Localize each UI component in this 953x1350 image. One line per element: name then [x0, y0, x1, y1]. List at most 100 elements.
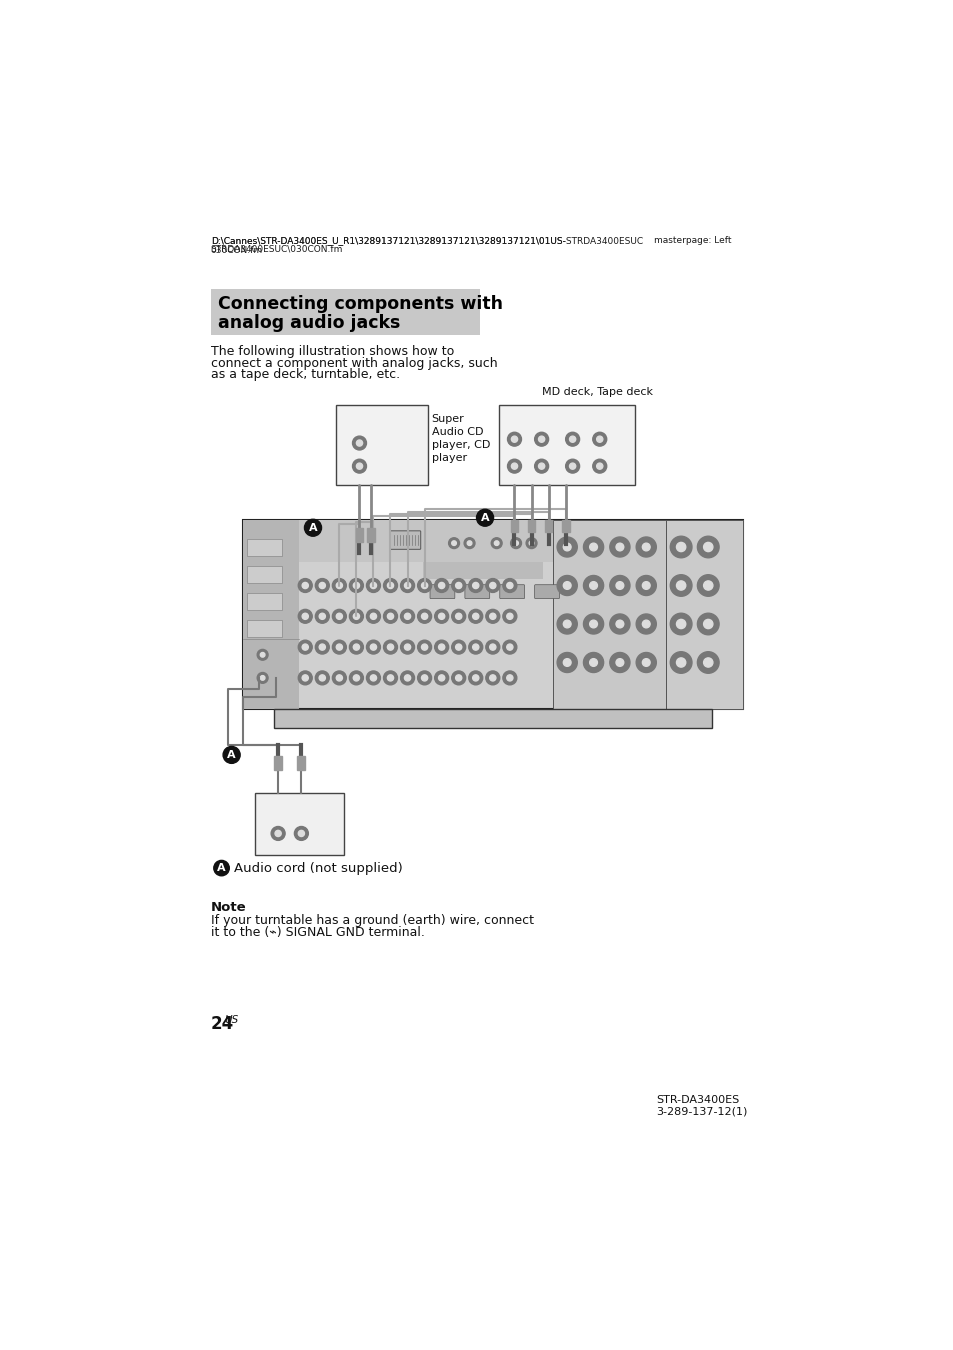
Circle shape	[366, 671, 380, 684]
Circle shape	[468, 579, 482, 593]
Text: R: R	[368, 463, 373, 468]
Circle shape	[609, 652, 629, 672]
Circle shape	[456, 582, 461, 589]
Circle shape	[511, 436, 517, 443]
Circle shape	[456, 675, 461, 680]
Circle shape	[353, 459, 366, 472]
FancyBboxPatch shape	[390, 531, 420, 549]
Circle shape	[298, 640, 312, 653]
Circle shape	[676, 580, 685, 590]
Circle shape	[366, 579, 380, 593]
Circle shape	[438, 582, 444, 589]
Circle shape	[274, 830, 281, 837]
Text: LINE: LINE	[508, 417, 523, 424]
Circle shape	[387, 613, 394, 620]
Circle shape	[676, 657, 685, 667]
Text: Connecting components with: Connecting components with	[217, 296, 502, 313]
Circle shape	[271, 826, 285, 840]
Text: ANTENNA: ANTENNA	[322, 524, 356, 529]
FancyBboxPatch shape	[534, 585, 558, 598]
Circle shape	[485, 609, 499, 624]
Circle shape	[304, 520, 321, 536]
Circle shape	[491, 537, 501, 548]
Circle shape	[529, 541, 534, 545]
Text: ZONE 2: ZONE 2	[537, 701, 559, 706]
Circle shape	[302, 582, 308, 589]
Text: OPTICAL: OPTICAL	[249, 570, 270, 574]
Circle shape	[467, 541, 472, 545]
Circle shape	[670, 536, 691, 558]
Circle shape	[421, 675, 427, 680]
Circle shape	[641, 582, 649, 590]
Text: BD: BD	[467, 701, 476, 706]
Circle shape	[366, 640, 380, 653]
Circle shape	[494, 541, 498, 545]
Circle shape	[435, 640, 448, 653]
Bar	[544, 520, 552, 532]
Text: DVD: DVD	[434, 701, 447, 706]
Circle shape	[417, 609, 431, 624]
Circle shape	[315, 640, 329, 653]
Circle shape	[489, 675, 496, 680]
Text: MD/TAPE: MD/TAPE	[331, 701, 356, 706]
Circle shape	[298, 671, 312, 684]
Circle shape	[370, 675, 376, 680]
Bar	[561, 520, 569, 532]
Circle shape	[387, 644, 394, 651]
Circle shape	[335, 582, 342, 589]
Circle shape	[315, 609, 329, 624]
Circle shape	[502, 579, 517, 593]
Circle shape	[332, 671, 346, 684]
Circle shape	[583, 575, 603, 595]
Circle shape	[417, 640, 431, 653]
Circle shape	[435, 579, 448, 593]
Circle shape	[435, 609, 448, 624]
Circle shape	[332, 609, 346, 624]
Circle shape	[485, 640, 499, 653]
Text: If your turntable has a ground (earth) wire, connect: If your turntable has a ground (earth) w…	[211, 914, 533, 927]
Text: PRE: PRE	[680, 522, 693, 528]
Circle shape	[562, 620, 571, 628]
Bar	[553, 520, 665, 709]
Bar	[211, 289, 480, 335]
Circle shape	[383, 579, 397, 593]
Text: FRONT: FRONT	[669, 580, 685, 586]
Circle shape	[641, 543, 649, 551]
Bar	[243, 520, 742, 709]
Bar	[298, 520, 665, 563]
Text: INPUT: INPUT	[506, 409, 530, 416]
Circle shape	[452, 671, 465, 684]
Text: Turntable: Turntable	[261, 798, 310, 809]
Circle shape	[456, 644, 461, 651]
Circle shape	[609, 537, 629, 558]
Circle shape	[387, 582, 394, 589]
Text: analog audio jacks: analog audio jacks	[217, 313, 399, 332]
Text: 3-289-137-12(1): 3-289-137-12(1)	[656, 1107, 747, 1116]
Circle shape	[565, 432, 579, 446]
Bar	[274, 709, 711, 728]
Circle shape	[298, 609, 312, 624]
Circle shape	[319, 582, 325, 589]
Text: SA·CD+: SA·CD+	[294, 701, 316, 706]
Circle shape	[557, 614, 577, 634]
Text: connect a component with analog jacks, such: connect a component with analog jacks, s…	[211, 356, 497, 370]
Circle shape	[697, 575, 719, 597]
Circle shape	[448, 537, 459, 548]
Circle shape	[636, 614, 656, 634]
Bar	[422, 563, 542, 579]
Circle shape	[223, 747, 240, 763]
Circle shape	[370, 582, 376, 589]
Circle shape	[260, 675, 265, 680]
Circle shape	[537, 463, 544, 470]
Circle shape	[452, 609, 465, 624]
Circle shape	[592, 432, 606, 446]
Circle shape	[583, 652, 603, 672]
Circle shape	[349, 609, 363, 624]
Circle shape	[366, 609, 380, 624]
Circle shape	[502, 640, 517, 653]
Circle shape	[502, 609, 517, 624]
Circle shape	[609, 575, 629, 595]
Circle shape	[557, 537, 577, 558]
Text: D:\Cannes\STR-DA3400ES_U_R1\3289137121\3289137121\3289137121\01US-STRDA3400ESUC
: D:\Cannes\STR-DA3400ES_U_R1\3289137121\3…	[211, 236, 642, 255]
Circle shape	[511, 463, 517, 470]
